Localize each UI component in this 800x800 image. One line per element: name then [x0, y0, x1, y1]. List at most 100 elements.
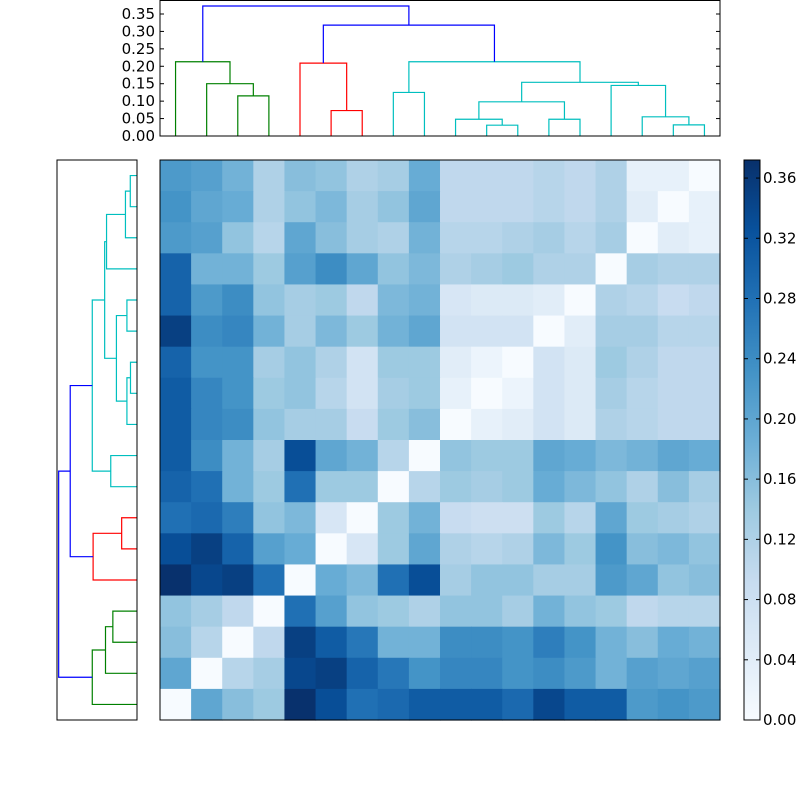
heatmap-cell: [533, 191, 566, 223]
heatmap-cell: [440, 564, 472, 597]
heatmap-cell: [502, 595, 534, 628]
heatmap-cell: [626, 502, 659, 534]
heatmap-cell: [222, 408, 254, 441]
heatmap-cell: [160, 253, 192, 286]
heatmap-cell: [284, 315, 317, 348]
heatmap-cell: [253, 377, 286, 410]
colorbar-tick-label: 0.36: [763, 169, 796, 187]
heatmap-cell: [191, 440, 223, 472]
heatmap-cell: [533, 657, 566, 690]
heatmap-cell: [315, 657, 348, 690]
heatmap-cell: [253, 657, 286, 690]
y-tick-label: 0.35: [122, 5, 155, 23]
heatmap-cell: [595, 377, 628, 410]
heatmap-cell: [377, 533, 410, 566]
heatmap-cell: [408, 688, 441, 721]
dendrogram-link: [672, 124, 706, 136]
heatmap-cell: [595, 222, 628, 254]
heatmap-cell: [657, 315, 690, 348]
heatmap-cell: [222, 284, 254, 317]
heatmap-cell: [346, 440, 379, 472]
dendrogram-link: [129, 174, 137, 208]
heatmap-cell: [564, 440, 597, 472]
heatmap-cell: [471, 253, 503, 286]
heatmap-cell: [564, 284, 597, 317]
heatmap-cell: [626, 222, 659, 254]
dendrogram-link: [299, 62, 348, 136]
dendrogram-link: [206, 83, 254, 136]
heatmap-cell: [595, 253, 628, 286]
heatmap-cell: [440, 440, 472, 472]
y-tick-label: 0.20: [122, 57, 155, 75]
heatmap-cell: [408, 502, 441, 534]
dendrogram-link: [126, 299, 137, 332]
heatmap-cell: [440, 377, 472, 410]
heatmap-cell: [626, 533, 659, 566]
heatmap-cell: [688, 657, 721, 690]
heatmap-cell: [191, 346, 223, 379]
heatmap-cell: [253, 595, 286, 628]
dendrogram-link: [104, 626, 137, 674]
heatmap-cell: [471, 626, 503, 659]
heatmap-cell: [657, 502, 690, 534]
heatmap-cell: [346, 688, 379, 721]
heatmap-cell: [160, 533, 192, 566]
heatmap-cell: [315, 284, 348, 317]
heatmap-cell: [688, 377, 721, 410]
heatmap-cell: [346, 284, 379, 317]
heatmap-cell: [346, 377, 379, 410]
heatmap-cell: [315, 253, 348, 286]
top-dendrogram-links: [174, 5, 706, 136]
heatmap-cell: [315, 408, 348, 441]
heatmap-cell: [595, 408, 628, 441]
heatmap-cell: [595, 440, 628, 472]
heatmap-cell: [657, 595, 690, 628]
heatmap-cell: [284, 222, 317, 254]
colorbar-ticks: 0.00 0.04 0.08 0.12 0.16 0.20 0.24 0.28 0.32 0.36: [744, 169, 796, 729]
heatmap-cell: [253, 440, 286, 472]
heatmap-cell: [346, 346, 379, 379]
heatmap-cell: [253, 471, 286, 503]
heatmap-cell: [191, 191, 223, 223]
heatmap-cell: [533, 440, 566, 472]
heatmap-cell: [502, 253, 534, 286]
heatmap-cell: [222, 253, 254, 286]
heatmap-cell: [160, 284, 192, 317]
heatmap-cell: [688, 284, 721, 317]
heatmap-cell: [191, 564, 223, 597]
heatmap-cell: [160, 346, 192, 379]
heatmap-cell: [533, 253, 566, 286]
dendrogram-link: [112, 610, 137, 643]
heatmap-cell: [408, 222, 441, 254]
heatmap-cell: [626, 688, 659, 721]
dendrogram-link: [486, 124, 519, 136]
heatmap-cell: [502, 408, 534, 441]
heatmap-cell: [595, 595, 628, 628]
dendrogram-link: [126, 377, 137, 426]
heatmap-cell: [315, 377, 348, 410]
heatmap-cell: [408, 191, 441, 223]
heatmap-cell: [191, 222, 223, 254]
dendrogram-link: [408, 61, 581, 93]
heatmap-cell: [564, 626, 597, 659]
heatmap-cell: [284, 191, 317, 223]
colorbar-tick-label: 0.04: [763, 651, 796, 669]
heatmap-cell: [315, 222, 348, 254]
heatmap-cell: [191, 160, 223, 192]
dendrogram-link: [105, 213, 137, 270]
heatmap-cell: [471, 688, 503, 721]
dendrogram-link: [202, 5, 410, 62]
heatmap-cell: [160, 471, 192, 503]
dendrogram-link: [121, 517, 137, 550]
heatmap-cell: [595, 160, 628, 192]
heatmap-cell: [502, 502, 534, 534]
heatmap-cell: [688, 688, 721, 721]
heatmap-cell: [315, 626, 348, 659]
heatmap-cell: [688, 595, 721, 628]
heatmap-cell: [377, 222, 410, 254]
heatmap-cell: [440, 253, 472, 286]
dendrogram-link: [91, 299, 111, 472]
heatmap-cell: [377, 564, 410, 597]
heatmap-cell: [160, 160, 192, 192]
heatmap-cell: [160, 657, 192, 690]
